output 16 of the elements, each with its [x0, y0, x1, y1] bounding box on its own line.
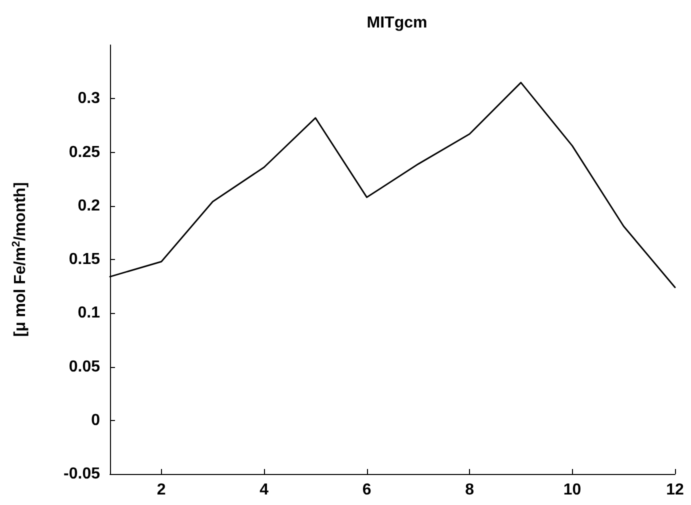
y-tick-label: 0.2: [78, 197, 100, 214]
x-tick-label: 4: [260, 482, 269, 498]
chart-title: MITgcm: [366, 14, 428, 32]
x-tick-label: 10: [563, 482, 582, 498]
y-tick-label: 0.05: [68, 358, 100, 376]
y-tick-label: 0.1: [78, 304, 100, 322]
y-tick-label: 0.15: [68, 251, 100, 268]
y-tick-label: 0: [91, 412, 100, 429]
x-tick-label: 12: [666, 482, 684, 498]
x-tick-label: 6: [362, 482, 372, 498]
y-tick-label: 0.25: [68, 144, 100, 161]
y-tick-label: 0.3: [78, 90, 100, 108]
x-tick-label: 2: [156, 482, 166, 498]
x-tick-label: 8: [465, 482, 474, 498]
y-axis-title: [μ mol Fe/m2/month]: [10, 182, 29, 337]
y-tick-label: -0.05: [64, 466, 100, 482]
